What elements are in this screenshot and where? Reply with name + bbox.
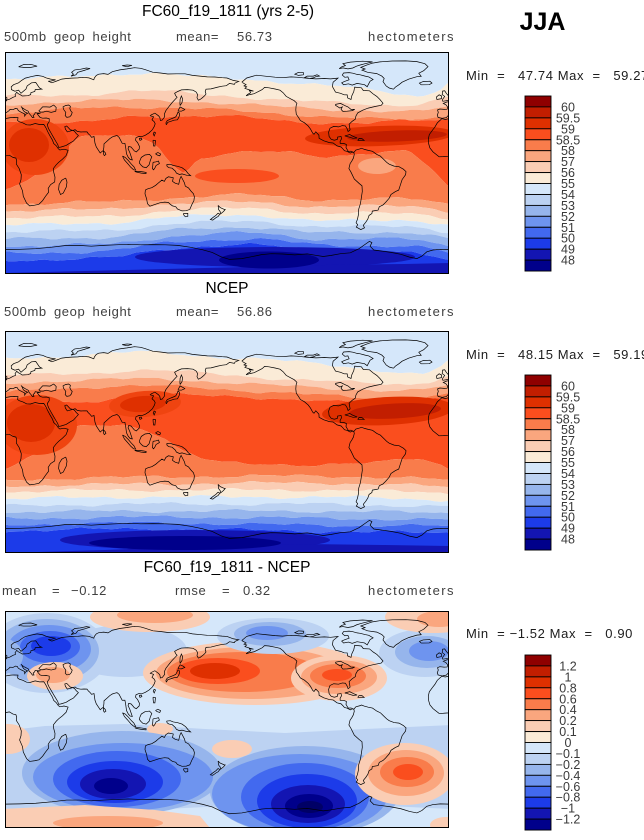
svg-text:52: 52 [561,210,575,224]
svg-text:55: 55 [561,456,575,470]
svg-text:1: 1 [565,670,572,684]
svg-text:54: 54 [561,467,575,481]
svg-text:−1.2: −1.2 [556,813,581,827]
svg-text:50: 50 [561,232,575,246]
svg-text:0.4: 0.4 [559,703,576,717]
svg-text:0.6: 0.6 [559,692,576,706]
svg-text:56: 56 [561,445,575,459]
svg-text:0.1: 0.1 [559,725,576,739]
svg-text:51: 51 [561,221,575,235]
svg-text:1.2: 1.2 [559,659,576,673]
svg-text:−0.1: −0.1 [556,747,581,761]
svg-text:−1: −1 [561,802,575,816]
svg-text:48: 48 [561,254,575,268]
svg-text:53: 53 [561,199,575,213]
svg-text:48: 48 [561,533,575,547]
svg-text:60: 60 [561,100,575,114]
svg-text:59.5: 59.5 [556,111,580,125]
svg-text:54: 54 [561,188,575,202]
svg-text:55: 55 [561,177,575,191]
svg-text:56: 56 [561,166,575,180]
svg-text:52: 52 [561,489,575,503]
svg-text:−0.4: −0.4 [556,769,581,783]
svg-text:−0.8: −0.8 [556,791,581,805]
svg-text:−0.6: −0.6 [556,780,581,794]
svg-text:50: 50 [561,511,575,525]
svg-text:58.5: 58.5 [556,412,580,426]
svg-text:49: 49 [561,522,575,536]
svg-text:0.8: 0.8 [559,681,576,695]
svg-text:58: 58 [561,423,575,437]
svg-text:60: 60 [561,379,575,393]
svg-text:59: 59 [561,401,575,415]
svg-text:57: 57 [561,434,575,448]
svg-text:53: 53 [561,478,575,492]
svg-text:49: 49 [561,243,575,257]
svg-text:59.5: 59.5 [556,390,580,404]
svg-text:58: 58 [561,144,575,158]
svg-text:0.2: 0.2 [559,714,576,728]
svg-text:57: 57 [561,155,575,169]
svg-text:59: 59 [561,122,575,136]
svg-text:51: 51 [561,500,575,514]
svg-text:0: 0 [565,736,572,750]
svg-text:58.5: 58.5 [556,133,580,147]
svg-text:−0.2: −0.2 [556,758,581,772]
